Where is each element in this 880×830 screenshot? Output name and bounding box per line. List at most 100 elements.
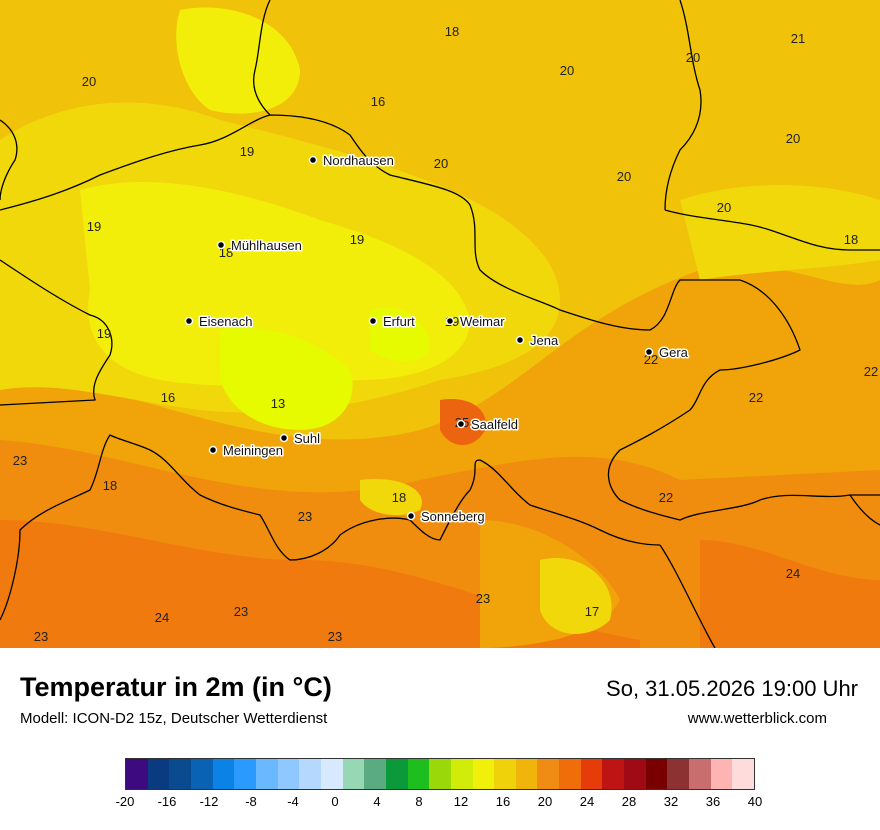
- map-value: 19: [240, 144, 254, 159]
- legend-tick-label: -16: [157, 794, 177, 809]
- map-value: 19: [97, 326, 111, 341]
- city-dot: [445, 316, 455, 326]
- map-value: 20: [717, 200, 731, 215]
- legend-tick-label: -20: [115, 794, 135, 809]
- map-canvas: 1821202020161920202020191918181919222216…: [0, 0, 880, 648]
- city-dot: [368, 316, 378, 326]
- city-label: Saalfeld: [471, 417, 518, 432]
- region-borders: [0, 0, 880, 648]
- city-label: Suhl: [294, 431, 320, 446]
- map-value: 20: [617, 169, 631, 184]
- map-value: 20: [786, 131, 800, 146]
- city-label: Eisenach: [199, 314, 252, 329]
- legend-tick-label: 20: [537, 794, 553, 809]
- map-value: 17: [585, 604, 599, 619]
- legend-swatch: [385, 759, 408, 789]
- map-value: 21: [791, 31, 805, 46]
- city-dot: [406, 511, 416, 521]
- city-marker: Meiningen: [208, 442, 285, 460]
- city-marker: Gera: [644, 344, 690, 362]
- legend-swatch: [537, 759, 560, 789]
- map-footer: Temperatur in 2m (in °C) Modell: ICON-D2…: [0, 648, 880, 830]
- map-value: 20: [686, 50, 700, 65]
- city-dot: [456, 419, 466, 429]
- city-dot: [279, 433, 289, 443]
- temperature-fields: [0, 0, 880, 648]
- temp-field-4: [700, 540, 880, 648]
- map-value: 23: [13, 453, 27, 468]
- legend-swatch: [515, 759, 538, 789]
- legend-swatch: [364, 759, 386, 789]
- legend-swatch: [234, 759, 256, 789]
- legend-swatch: [472, 759, 495, 789]
- legend-tick-label: 16: [495, 794, 511, 809]
- city-marker: Saalfeld: [456, 416, 519, 434]
- legend-tick-label: 12: [453, 794, 469, 809]
- city-marker: Sonneberg: [406, 508, 486, 526]
- map-value: 20: [82, 74, 96, 89]
- legend-swatch: [689, 759, 711, 789]
- temp-field-11: [370, 307, 430, 362]
- map-title: Temperatur in 2m (in °C): [20, 672, 332, 702]
- legend-swatch: [299, 759, 321, 789]
- city-marker: Erfurt: [368, 313, 417, 331]
- legend-swatch: [169, 759, 191, 789]
- website-link[interactable]: www.wetterblick.com: [687, 710, 827, 727]
- legend-swatch: [667, 759, 690, 789]
- border-line-3: [664, 0, 702, 211]
- map-value: 23: [298, 509, 312, 524]
- map-value: 23: [328, 629, 342, 644]
- city-dot: [208, 445, 218, 455]
- temp-field-13: [540, 558, 612, 634]
- legend-tick-label: 4: [373, 794, 381, 809]
- legend-color-bar: [125, 758, 755, 790]
- legend-swatch: [277, 759, 300, 789]
- map-values: 1821202020161920202020191918181919222216…: [13, 24, 878, 644]
- temperature-map: 1821202020161920202020191918181919222216…: [0, 0, 880, 648]
- legend-swatch: [494, 759, 516, 789]
- city-markers: Nordhausen Mühlhausen Eisenach Erfurt Weimar…: [184, 152, 690, 526]
- border-line-8: [849, 494, 880, 526]
- city-label: Weimar: [460, 314, 505, 329]
- legend-swatch: [320, 759, 343, 789]
- legend-swatch: [147, 759, 170, 789]
- city-marker: Mühlhausen: [216, 237, 303, 255]
- legend-tick-label: 36: [705, 794, 721, 809]
- temp-field-7: [680, 185, 880, 280]
- map-value: 18: [103, 478, 117, 493]
- border-line-7: [0, 259, 113, 406]
- border-line-1: [0, 434, 661, 621]
- legend-swatch: [429, 759, 451, 789]
- city-label: Meiningen: [223, 443, 283, 458]
- map-value: 13: [271, 396, 285, 411]
- city-marker: Jena: [515, 332, 560, 350]
- city-label: Nordhausen: [323, 153, 394, 168]
- legend-swatch: [212, 759, 235, 789]
- city-dot: [308, 155, 318, 165]
- legend-swatch: [126, 759, 148, 789]
- forecast-datetime: So, 31.05.2026 19:00 Uhr: [606, 676, 858, 701]
- legend-swatch: [602, 759, 625, 789]
- legend-tick-label: 28: [621, 794, 637, 809]
- legend-swatch: [732, 759, 755, 789]
- map-value: 22: [659, 490, 673, 505]
- legend-swatch: [407, 759, 430, 789]
- map-value: 22: [864, 364, 878, 379]
- map-value: 18: [445, 24, 459, 39]
- city-dot: [216, 240, 226, 250]
- city-label: Gera: [659, 345, 689, 360]
- city-label: Sonneberg: [421, 509, 485, 524]
- city-marker: Eisenach: [184, 313, 254, 331]
- city-marker: Weimar: [445, 313, 507, 331]
- model-info: Modell: ICON-D2 15z, Deutscher Wetterdie…: [20, 710, 328, 727]
- legend-swatch: [710, 759, 733, 789]
- map-value: 19: [87, 219, 101, 234]
- city-label: Erfurt: [383, 314, 415, 329]
- border-line-6: [253, 0, 271, 116]
- legend-tick-label: 24: [579, 794, 595, 809]
- city-dot: [644, 347, 654, 357]
- map-value: 19: [350, 232, 364, 247]
- legend-tick-label: 8: [415, 794, 423, 809]
- map-value: 18: [844, 232, 858, 247]
- legend-swatch: [559, 759, 581, 789]
